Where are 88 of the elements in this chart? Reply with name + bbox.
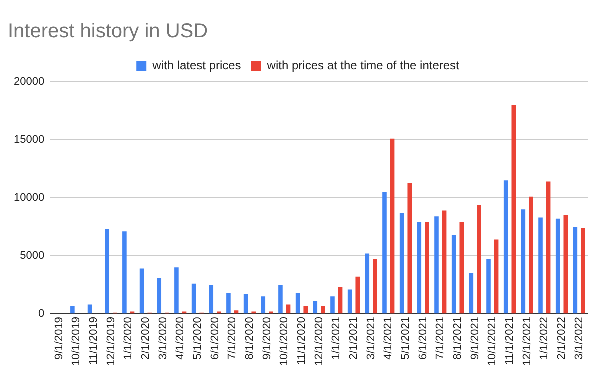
bar [434,216,439,314]
x-tick-label: 1/1/2020 [122,317,135,360]
bar [382,192,387,314]
x-tick-label: 7/1/2020 [226,317,239,360]
bar [408,182,412,314]
x-tick-label: 3/1/2022 [573,317,586,360]
y-tick-label: 10000 [14,192,45,204]
bar [234,310,239,314]
bar [573,227,578,314]
bar [390,138,395,314]
bar [192,284,196,314]
x-tick-label: 9/1/2020 [261,317,274,360]
bar [529,196,534,314]
bar [88,304,92,314]
x-tick-label: 4/1/2020 [174,317,187,360]
x-tick-label: 8/1/2021 [452,317,464,360]
bar [564,215,568,314]
x-tick-label: 5/1/2021 [400,317,412,360]
bar [157,278,162,314]
x-tick-label: 12/1/2019 [105,317,118,366]
bar [400,213,404,314]
bar [512,105,516,314]
bar [278,285,283,314]
bar [538,218,543,314]
x-tick-label: 12/1/2021 [521,317,534,366]
bar [261,296,266,314]
bar [494,240,499,314]
bar [417,222,422,314]
bar [226,293,231,314]
bar [140,268,144,314]
bar [330,296,335,314]
x-tick-label: 2/1/2021 [348,317,360,360]
bar [477,204,482,314]
bar [304,306,308,314]
bar [365,254,370,314]
bar [521,210,526,314]
bar [546,182,551,314]
bar [338,287,343,314]
bar [486,260,491,314]
bar [556,218,560,314]
x-tick-label: 2/1/2020 [140,317,152,360]
x-tick-label: 11/1/2021 [504,317,516,366]
bar [504,180,508,314]
x-tick-label: 11/1/2020 [296,317,308,366]
bar [452,235,456,314]
y-tick-label: 20000 [14,76,45,88]
bar [460,222,464,314]
x-tick-label: 10/1/2019 [70,317,83,366]
y-tick-label: 15000 [14,134,45,146]
x-tick-label: 11/1/2019 [88,317,100,366]
x-tick-label: 5/1/2020 [192,317,204,360]
x-tick-label: 10/1/2020 [278,317,291,366]
bar [581,228,586,314]
x-tick-label: 9/1/2019 [53,317,66,360]
bar [244,294,248,314]
x-tick-label: 3/1/2020 [157,317,170,360]
x-tick-label: 8/1/2020 [244,317,256,360]
x-tick-label: 2/1/2022 [556,317,568,360]
x-tick-label: 7/1/2021 [434,317,447,360]
bar [469,273,474,314]
x-tick-label: 3/1/2021 [365,317,378,360]
bar [70,306,75,314]
bar [321,306,326,314]
x-tick-label: 12/1/2020 [313,317,326,366]
bar [122,232,127,314]
x-tick-label: 6/1/2020 [209,317,222,360]
x-tick-label: 4/1/2021 [382,317,395,360]
x-tick-label: 1/1/2021 [330,317,343,360]
bar [348,290,352,314]
bar [209,285,214,314]
legend-label: with prices at the time of the interest [266,58,460,72]
chart-title: Interest history in USD [8,20,208,43]
bar [442,210,447,314]
x-tick-label: 10/1/2021 [486,317,499,366]
legend-label: with latest prices [152,58,242,72]
y-tick-label: 5000 [20,250,45,262]
bar [296,293,300,314]
x-tick-label: 1/1/2022 [538,317,551,360]
bar [313,301,318,314]
bar [356,276,360,314]
y-tick-label: 0 [38,308,45,320]
bar [425,222,430,314]
x-tick-label: 6/1/2021 [417,317,430,360]
x-tick-label: 9/1/2021 [469,317,482,360]
bar [286,304,291,314]
bar [105,229,110,314]
bar [174,268,179,314]
bar [373,260,378,314]
